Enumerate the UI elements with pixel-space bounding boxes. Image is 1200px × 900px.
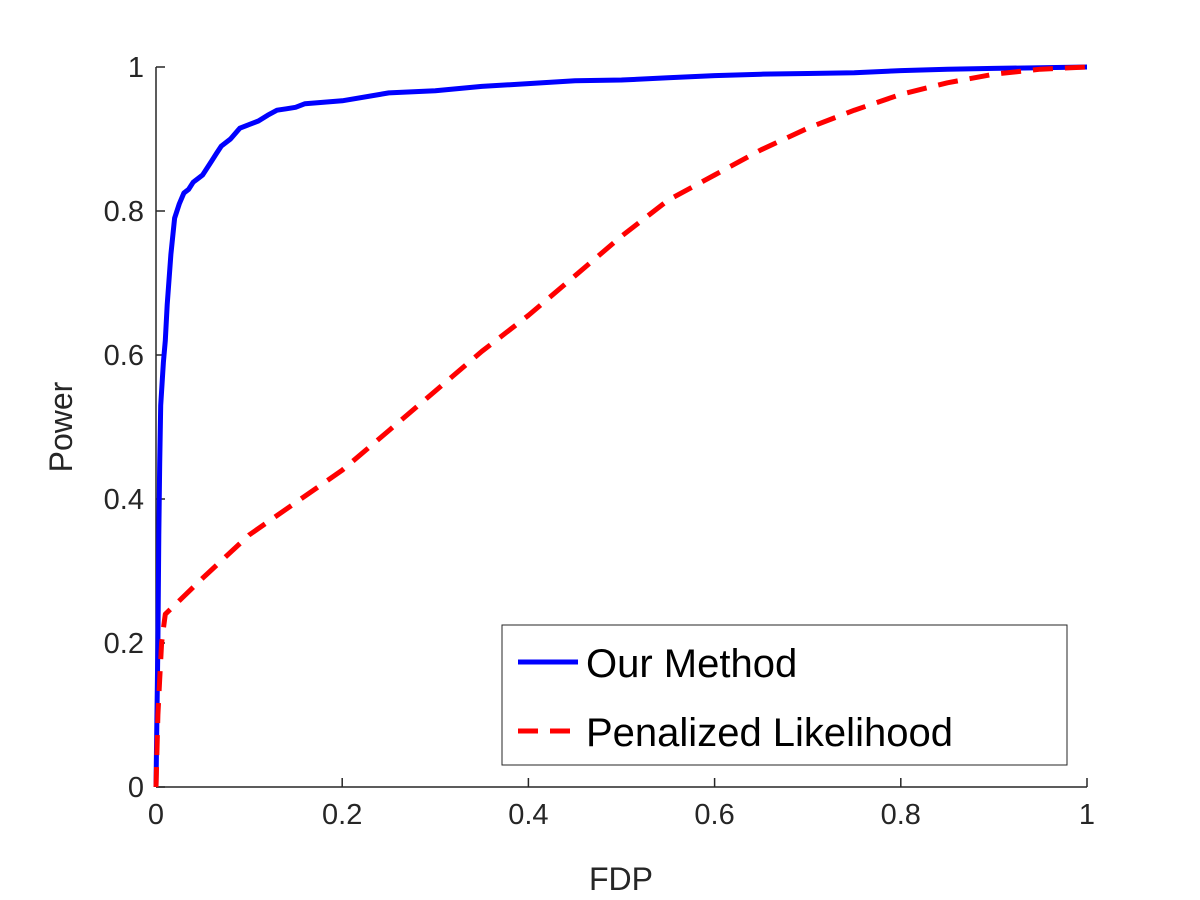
x-tick-label: 1: [1079, 799, 1095, 831]
y-tick-label: 0.8: [104, 196, 144, 228]
x-tick-label: 0.2: [322, 799, 362, 831]
series-layer: [153, 64, 1088, 788]
x-tick-label: 0.8: [881, 799, 921, 831]
y-tick-label: 0.6: [104, 340, 144, 372]
x-tick-label: 0.4: [508, 799, 548, 831]
x-tick-label: 0.6: [694, 799, 734, 831]
legend-label-our-method: Our Method: [586, 642, 797, 686]
x-axis-label: FDP: [589, 861, 653, 897]
x-ticks: 0 0.2 0.4 0.6 0.8 1: [148, 778, 1095, 831]
series-line-penalized-likelihood: [153, 64, 1088, 788]
y-ticks: 0 0.2 0.4 0.6 0.8 1: [104, 52, 165, 804]
y-tick-label: 1: [128, 52, 144, 84]
legend: Our Method Penalized Likelihood: [501, 624, 1068, 766]
y-tick-label: 0.4: [104, 484, 144, 516]
y-tick-label: 0: [128, 772, 144, 804]
y-tick-label: 0.2: [104, 628, 144, 660]
series-line-our-method: [153, 64, 1088, 788]
legend-label-penalized-likelihood: Penalized Likelihood: [586, 711, 953, 755]
x-tick-label: 0: [148, 799, 164, 831]
legend-box: [501, 624, 1068, 766]
y-axis-label: Power: [43, 381, 79, 472]
